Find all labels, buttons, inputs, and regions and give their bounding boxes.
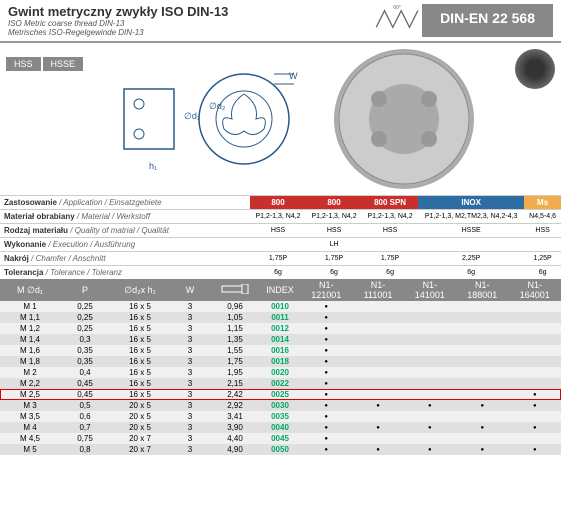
subtitle-1: ISO Metric coarse thread DIN-13	[8, 19, 372, 28]
spec-cell: 800	[306, 196, 362, 210]
table-row: M 3,50,620 x 533,410035●	[0, 411, 561, 422]
table-row: M 50,820 x 734,900050●●●●●	[0, 444, 561, 455]
spec-cell: 800	[250, 196, 306, 210]
spec-cell: 1,25P	[524, 252, 561, 266]
table-row: M 1,80,3516 x 531,750018●	[0, 356, 561, 367]
table-row: M 40,720 x 533,900040●●●●●	[0, 422, 561, 433]
col-index: INDEX	[260, 279, 300, 301]
page-title: Gwint metryczny zwykły ISO DIN-13	[8, 4, 372, 19]
spec-cell: 2,25P	[418, 252, 524, 266]
col-m: M ∅d₁	[0, 279, 60, 301]
svg-text:60°: 60°	[393, 5, 401, 11]
spec-label: Tolerancja / Tolerance / Toleranz	[0, 266, 250, 280]
table-row: M 30,520 x 532,920030●●●●●	[0, 400, 561, 411]
spec-cell: 1,75P	[306, 252, 362, 266]
spec-cell: INOX	[418, 196, 524, 210]
dimension-table: M ∅d₁ P ∅d₂x h₁ W INDEX N1-121001 N1-111…	[0, 279, 561, 455]
spec-cell: 6g	[250, 266, 306, 280]
col-length-icon	[210, 279, 260, 301]
table-row: M 20,416 x 531,950020●	[0, 367, 561, 378]
spec-cell	[362, 238, 418, 252]
table-row: M 2,50,4516 x 532,420025●●	[0, 389, 561, 400]
svg-text:W: W	[289, 71, 298, 81]
spec-cell: 6g	[362, 266, 418, 280]
svg-text:∅d₂: ∅d₂	[209, 101, 226, 111]
spec-cell: HSS	[306, 224, 362, 238]
spec-cell: HSS	[250, 224, 306, 238]
spec-label: Nakrój / Chamfer / Anschnitt	[0, 252, 250, 266]
spec-cell	[524, 238, 561, 252]
spec-cell: 6g	[306, 266, 362, 280]
table-row: M 1,40,316 x 531,350014●	[0, 334, 561, 345]
spec-label: Rodzaj materiału / Quality of matrial / …	[0, 224, 250, 238]
spec-label: Materiał obrabiany / Material / Werkstof…	[0, 210, 250, 224]
spec-cell: HSS	[524, 224, 561, 238]
table-row: M 1,10,2516 x 531,050011●	[0, 312, 561, 323]
subtitle-2: Metrisches ISO-Regelgewinde DIN-13	[8, 28, 372, 37]
mid-section: HSS HSSE h₁ ∅d₁ ∅d₂ W	[0, 43, 561, 195]
product-photo	[334, 49, 474, 189]
page-header: Gwint metryczny zwykły ISO DIN-13 ISO Me…	[0, 0, 561, 43]
table-row: M 10,2516 x 530,960010●	[0, 301, 561, 312]
thread-angle-icon: 60°	[372, 4, 422, 29]
spec-cell: 6g	[418, 266, 524, 280]
spec-cell: LH	[306, 238, 362, 252]
spec-label: Wykonanie / Execution / Ausführung	[0, 238, 250, 252]
spec-table: Zastosowanie / Application / Einsatzgebi…	[0, 195, 561, 279]
spec-cell: P1,2-1,3, N4,2	[306, 210, 362, 224]
spec-cell: 1,75P	[250, 252, 306, 266]
spec-cell: N4,5-4,6	[524, 210, 561, 224]
spec-cell	[418, 238, 524, 252]
spec-cell: Ms	[524, 196, 561, 210]
spec-cell: P1,2-1,3, M2,TM2,3, N4,2-4,3	[418, 210, 524, 224]
col-d2h1: ∅d₂x h₁	[110, 279, 170, 301]
table-row: M 2,20,4516 x 532,150022●	[0, 378, 561, 389]
svg-text:∅d₁: ∅d₁	[184, 111, 200, 121]
spec-cell: 6g	[524, 266, 561, 280]
spec-cell	[250, 238, 306, 252]
material-tags: HSS HSSE	[6, 57, 83, 71]
spec-cell: 1,75P	[362, 252, 418, 266]
spec-cell: P1,2-1,3, N4,2	[250, 210, 306, 224]
spec-label: Zastosowanie / Application / Einsatzgebi…	[0, 196, 250, 210]
tag-hss: HSS	[6, 57, 41, 71]
technical-drawing: h₁ ∅d₁ ∅d₂ W	[114, 59, 314, 179]
standard-badge: DIN-EN 22 568	[422, 4, 553, 37]
col-w: W	[170, 279, 210, 301]
spec-cell: HSS	[362, 224, 418, 238]
tag-hsse: HSSE	[43, 57, 84, 71]
svg-text:h₁: h₁	[149, 161, 157, 171]
spec-cell: HSSE	[418, 224, 524, 238]
table-row: M 1,60,3516 x 531,550016●	[0, 345, 561, 356]
table-row: M 4,50,7520 x 734,400045●	[0, 433, 561, 444]
col-p: P	[60, 279, 110, 301]
table-row: M 1,20,2516 x 531,150012●	[0, 323, 561, 334]
product-thumbnail	[515, 49, 555, 89]
spec-cell: P1,2-1,3, N4,2	[362, 210, 418, 224]
spec-cell: 800 SPN	[362, 196, 418, 210]
